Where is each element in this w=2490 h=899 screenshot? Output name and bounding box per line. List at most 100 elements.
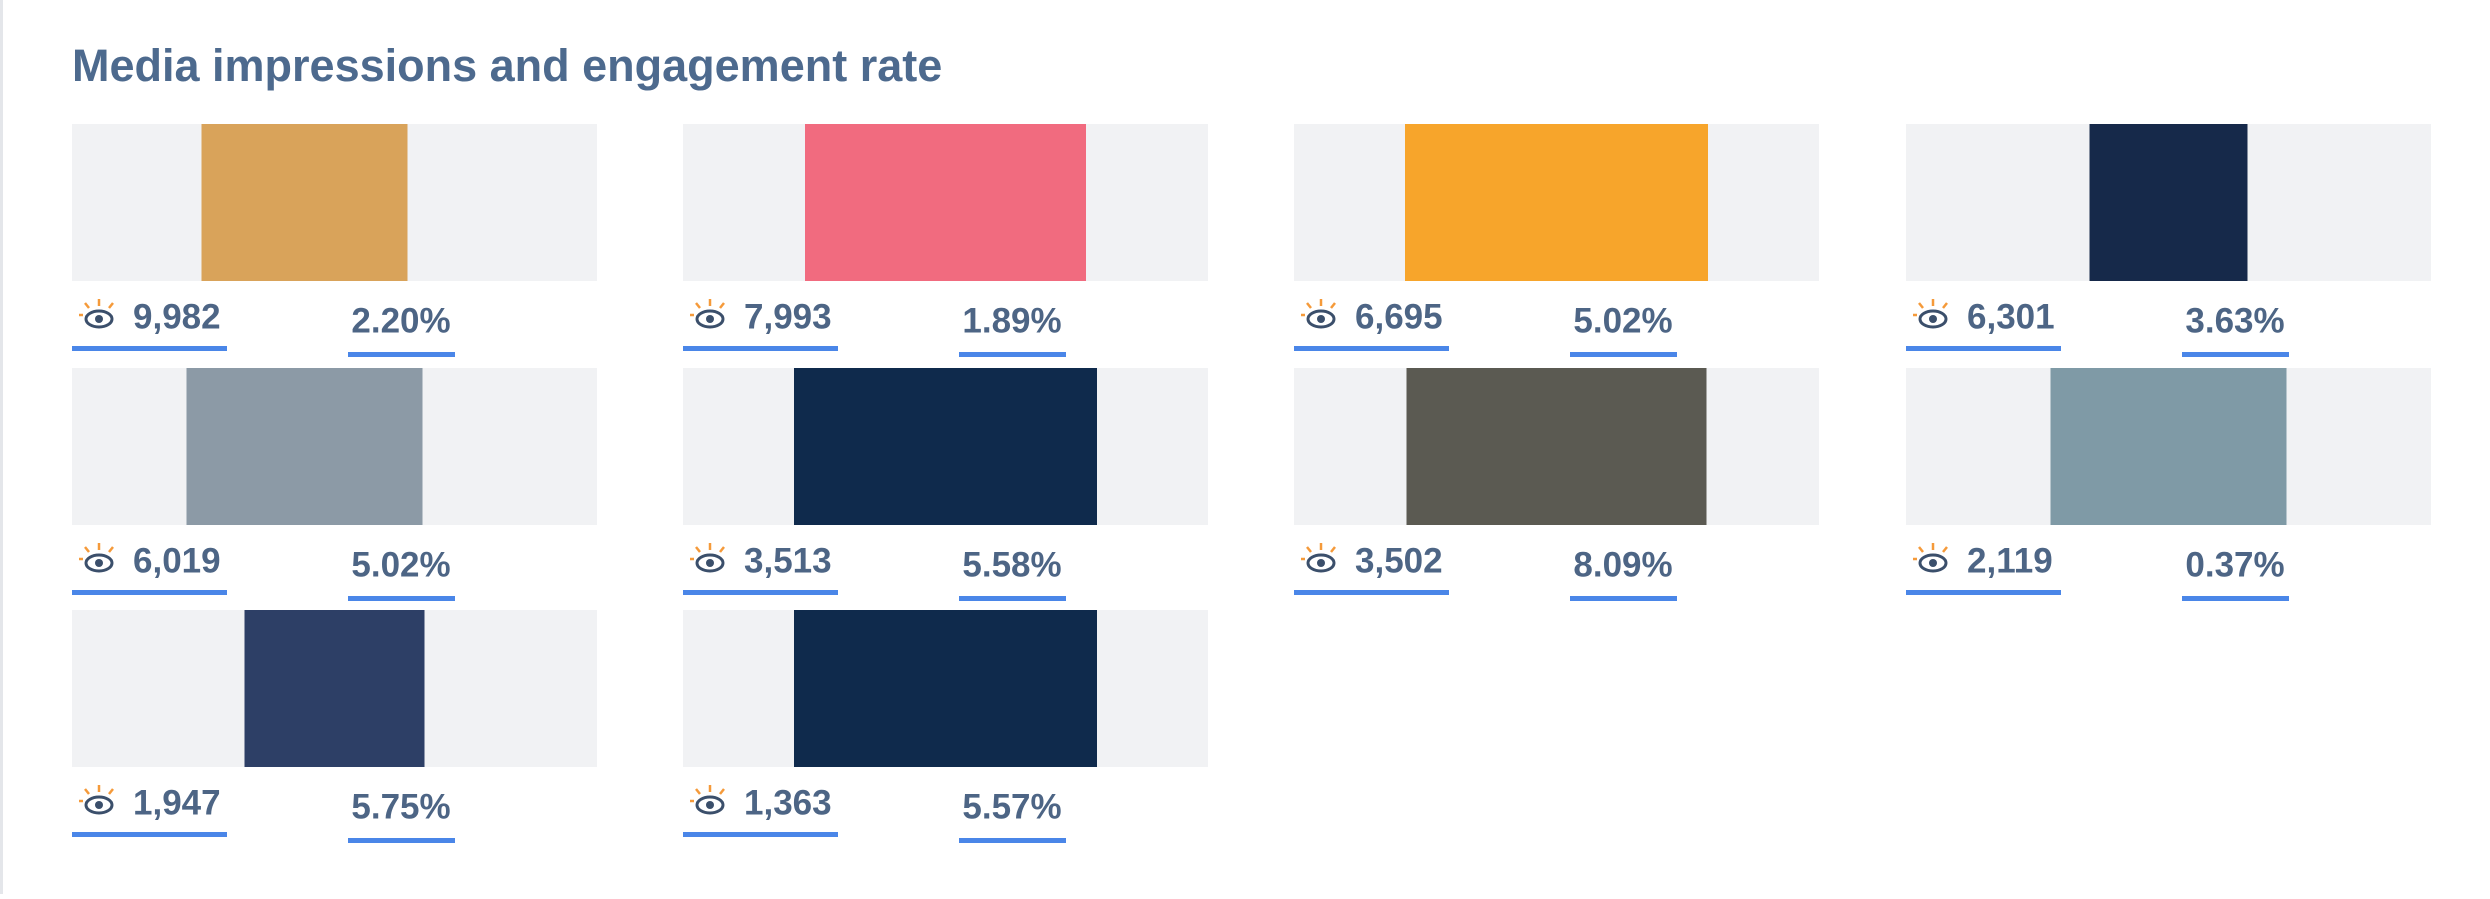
- eye-ray: [695, 788, 701, 795]
- thumbnail: [2089, 124, 2248, 281]
- eye-icon: [695, 309, 725, 329]
- eye-ray: [108, 788, 114, 795]
- thumbnail: [186, 368, 423, 525]
- eye-ray: [1306, 546, 1312, 553]
- thumbnail: [201, 124, 408, 281]
- eye-ray: [1942, 546, 1948, 553]
- impressions: 3,513: [744, 541, 832, 580]
- eye-icon: [1306, 309, 1336, 329]
- impressions: 1,947: [133, 783, 221, 822]
- impressions: 6,695: [1355, 297, 1443, 336]
- eye-icon: [84, 309, 114, 329]
- media-card: 9,982 2.20%: [72, 124, 597, 357]
- eye-icon: [1306, 553, 1336, 573]
- impressions-underline: [1294, 590, 1449, 595]
- eye-ray: [1306, 302, 1312, 309]
- eye-ray: [1942, 302, 1948, 309]
- thumbnail: [1406, 368, 1707, 525]
- impressions-underline: [72, 346, 227, 351]
- eye-pupil: [1929, 315, 1937, 323]
- media-card: 2,119 0.37%: [1906, 368, 2431, 601]
- thumbnail: [794, 610, 1097, 767]
- impressions: 7,993: [744, 297, 832, 336]
- engagement-rate: 0.37%: [2185, 545, 2284, 584]
- thumbnail: [794, 368, 1097, 525]
- left-border: [0, 0, 3, 894]
- rate-underline: [348, 596, 455, 601]
- eye-ray: [695, 302, 701, 309]
- eye-pupil: [95, 315, 103, 323]
- eye-ray: [108, 302, 114, 309]
- engagement-rate: 5.58%: [962, 545, 1061, 584]
- thumbnail: [2050, 368, 2287, 525]
- impressions: 3,502: [1355, 541, 1443, 580]
- rate-underline: [959, 352, 1066, 357]
- rate-underline: [1570, 352, 1677, 357]
- impressions: 6,019: [133, 541, 221, 580]
- media-card: 3,513 5.58%: [683, 368, 1208, 601]
- eye-ray: [1918, 302, 1924, 309]
- engagement-rate: 3.63%: [2185, 301, 2284, 340]
- media-card: 7,993 1.89%: [683, 124, 1208, 357]
- eye-ray: [1330, 302, 1336, 309]
- impressions: 1,363: [744, 783, 832, 822]
- rate-underline: [959, 838, 1066, 843]
- eye-ray: [108, 546, 114, 553]
- eye-icon: [1918, 309, 1948, 329]
- engagement-rate: 8.09%: [1573, 545, 1672, 584]
- impressions-underline: [72, 832, 227, 837]
- title: Media impressions and engagement rate: [72, 40, 942, 91]
- media-card: 6,019 5.02%: [72, 368, 597, 601]
- engagement-rate: 5.75%: [351, 787, 450, 826]
- eye-ray: [1330, 546, 1336, 553]
- media-card: 3,502 8.09%: [1294, 368, 1819, 601]
- engagement-rate: 2.20%: [351, 301, 450, 340]
- eye-icon: [84, 553, 114, 573]
- eye-pupil: [1929, 559, 1937, 567]
- eye-icon: [1918, 553, 1948, 573]
- eye-ray: [719, 302, 725, 309]
- rate-underline: [348, 838, 455, 843]
- media-card: 6,301 3.63%: [1906, 124, 2431, 357]
- eye-pupil: [95, 559, 103, 567]
- impressions-underline: [1906, 346, 2061, 351]
- media-card: 6,695 5.02%: [1294, 124, 1819, 357]
- eye-pupil: [1317, 559, 1325, 567]
- eye-pupil: [706, 559, 714, 567]
- engagement-rate: 5.02%: [1573, 301, 1672, 340]
- impressions-underline: [683, 590, 838, 595]
- eye-ray: [719, 546, 725, 553]
- eye-pupil: [1317, 315, 1325, 323]
- eye-pupil: [706, 315, 714, 323]
- impressions-underline: [72, 590, 227, 595]
- eye-ray: [84, 302, 90, 309]
- eye-ray: [84, 546, 90, 553]
- eye-ray: [1918, 546, 1924, 553]
- media-card: 1,363 5.57%: [683, 610, 1208, 843]
- thumbnail: [1405, 124, 1708, 281]
- impressions-underline: [1294, 346, 1449, 351]
- impressions-underline: [683, 832, 838, 837]
- eye-icon: [84, 795, 114, 815]
- eye-pupil: [95, 801, 103, 809]
- thumbnail: [805, 124, 1086, 281]
- engagement-rate: 5.02%: [351, 545, 450, 584]
- eye-pupil: [706, 801, 714, 809]
- eye-ray: [695, 546, 701, 553]
- rate-underline: [2182, 596, 2289, 601]
- impressions: 2,119: [1967, 541, 2053, 580]
- eye-icon: [695, 795, 725, 815]
- impressions-underline: [683, 346, 838, 351]
- thumbnail: [244, 610, 425, 767]
- engagement-rate: 5.57%: [962, 787, 1061, 826]
- media-card: 1,947 5.75%: [72, 610, 597, 843]
- eye-ray: [84, 788, 90, 795]
- impressions: 9,982: [133, 297, 221, 336]
- rate-underline: [959, 596, 1066, 601]
- rate-underline: [2182, 352, 2289, 357]
- rate-underline: [1570, 596, 1677, 601]
- eye-icon: [695, 553, 725, 573]
- impressions-underline: [1906, 590, 2061, 595]
- rate-underline: [348, 352, 455, 357]
